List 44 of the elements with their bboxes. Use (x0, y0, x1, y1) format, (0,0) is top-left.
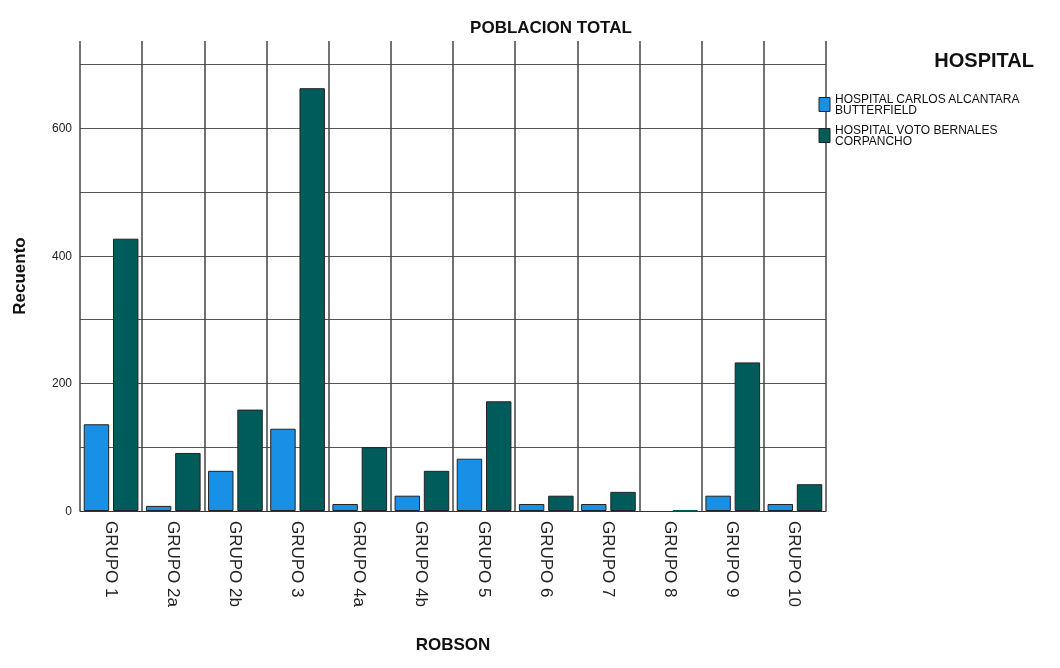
bar (208, 470, 234, 511)
x-tick-label: GRUPO 9 (723, 521, 743, 598)
bar (394, 495, 421, 511)
chart-title: POBLACION TOTAL (470, 18, 632, 37)
bar (175, 452, 201, 511)
legend-label: HOSPITAL VOTO BERNALES CORPANCHO (835, 123, 1001, 148)
y-tick-label: 400 (51, 248, 73, 263)
bar (299, 88, 325, 511)
x-tick-label: GRUPO 4a (350, 521, 370, 608)
x-tick-label: GRUPO 6 (536, 521, 556, 598)
x-tick-label: GRUPO 4b (412, 521, 432, 607)
bar (332, 503, 358, 511)
x-tick-label: GRUPO 3 (288, 521, 308, 598)
y-axis-title: Recuento (10, 237, 29, 315)
bar (112, 238, 139, 511)
legend-title: HOSPITAL (934, 49, 1035, 71)
x-tick-label: GRUPO 8 (661, 521, 681, 598)
y-tick-label: 600 (51, 121, 73, 136)
x-axis-title: ROBSON (415, 635, 491, 654)
bar (796, 484, 823, 511)
bar (270, 428, 296, 511)
bar (581, 503, 607, 511)
bar (705, 495, 731, 511)
legend-label: HOSPITAL CARLOS ALCANTARA BUTTERFIELD (835, 92, 1023, 117)
bar (83, 424, 110, 511)
x-tick-label: GRUPO 2b (225, 521, 245, 607)
bar (548, 495, 574, 511)
y-tick-label: 200 (51, 376, 73, 391)
x-tick-label: GRUPO 1 (101, 521, 121, 598)
bar (456, 458, 483, 511)
bar (361, 447, 388, 511)
x-tick-label: GRUPO 5 (474, 521, 494, 598)
bar (734, 362, 761, 511)
x-tick-label: GRUPO 7 (598, 521, 618, 598)
bar (145, 505, 172, 511)
bar (767, 503, 794, 511)
bar (423, 470, 450, 511)
y-tick-label: 0 (65, 504, 73, 518)
bar (518, 503, 545, 511)
bar (237, 409, 263, 511)
bar (610, 491, 636, 511)
x-tick-label: GRUPO 10 (785, 521, 805, 607)
bar (485, 401, 512, 511)
x-tick-label: GRUPO 2a (163, 521, 183, 608)
